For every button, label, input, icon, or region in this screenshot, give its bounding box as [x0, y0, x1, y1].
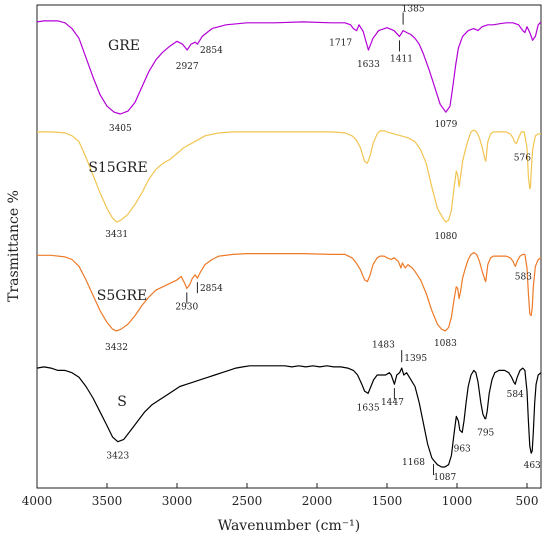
peak-label: 1080 [434, 232, 457, 242]
series-line-gre [36, 20, 542, 115]
peak-label: 1079 [434, 120, 457, 130]
x-tick-label: 1500 [372, 494, 403, 508]
peak-label: 463 [524, 461, 541, 471]
series-label-s5gre: S5GRE [97, 288, 147, 304]
peak-label: 1083 [434, 339, 457, 349]
x-tick-label: 500 [516, 494, 539, 508]
peak-label: 1395 [404, 354, 427, 364]
y-axis-title: Trasmittance % [6, 190, 22, 302]
peak-label: 584 [507, 390, 524, 400]
x-tick-label: 1000 [442, 494, 473, 508]
series-label-gre: GRE [108, 38, 140, 54]
x-tick-label: 3000 [162, 494, 193, 508]
series-line-s5gre [37, 252, 542, 332]
peak-label: 1717 [329, 39, 352, 49]
peak-label: 1385 [402, 5, 425, 15]
series-label-s15gre: S15GRE [88, 160, 147, 176]
peak-label: 2927 [176, 62, 199, 72]
peak-label: 795 [477, 429, 494, 439]
x-axis-title: Wavenumber (cm⁻¹) [218, 518, 360, 534]
x-axis: 4000 3500 3000 2500 2000 1500 1000 500 [22, 483, 539, 508]
peak-label: 1633 [357, 60, 380, 70]
series-line-s15gre [37, 129, 541, 223]
peak-label: 1635 [357, 403, 380, 413]
peak-label: 1483 [372, 341, 395, 351]
peak-label: 1411 [390, 54, 413, 64]
curves-group [36, 20, 542, 468]
x-tick-label: 4000 [22, 494, 53, 508]
peak-label: 1087 [433, 473, 456, 483]
peak-label: 3405 [109, 124, 132, 134]
series-labels-group: GRE S15GRE S5GRE S [88, 38, 147, 410]
plot-frame [36, 4, 542, 489]
series-line-s [36, 365, 542, 468]
peak-label: 2854 [200, 284, 223, 294]
peak-label: 3432 [105, 343, 128, 353]
x-tick-label: 3500 [92, 494, 123, 508]
x-tick-label: 2000 [302, 494, 333, 508]
peak-label: 1168 [402, 458, 425, 468]
series-label-s: S [117, 394, 127, 410]
peak-label: 3423 [106, 452, 129, 462]
peak-label: 583 [515, 272, 532, 282]
peak-label: 576 [514, 154, 531, 164]
peak-label: 3431 [105, 230, 128, 240]
peak-label: 1447 [381, 398, 404, 408]
peak-label: 963 [454, 445, 471, 455]
x-tick-label: 2500 [232, 494, 263, 508]
peak-label: 2854 [200, 46, 223, 56]
peak-label: 2930 [175, 302, 198, 312]
